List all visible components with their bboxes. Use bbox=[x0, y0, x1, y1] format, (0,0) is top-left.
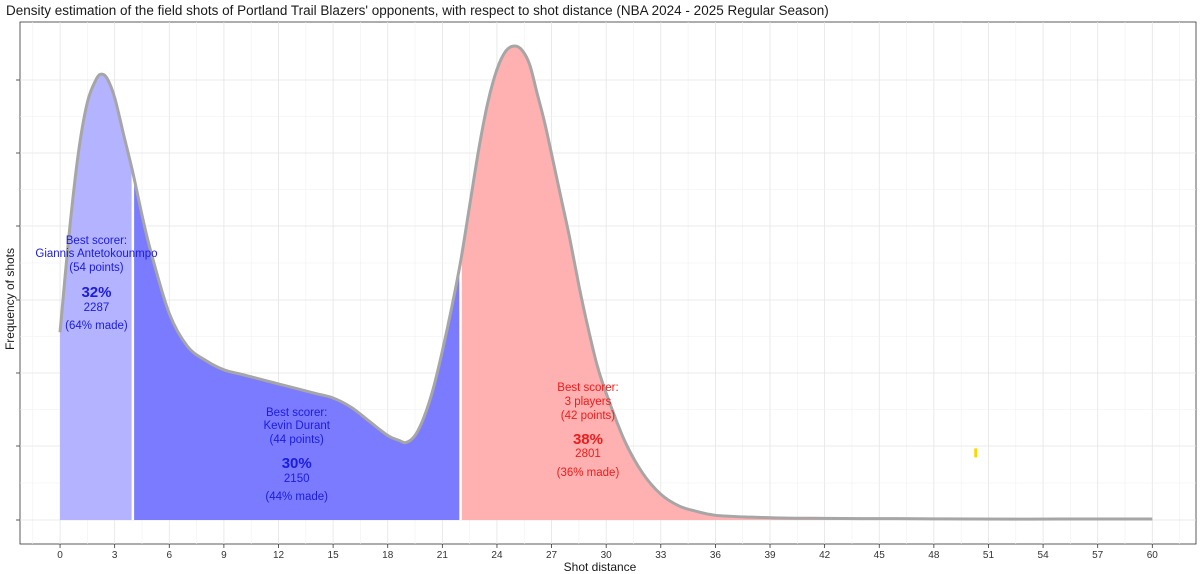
x-tick-label: 33 bbox=[655, 550, 667, 561]
zone-label-player: 3 players bbox=[565, 396, 612, 408]
zone-label-count: 2801 bbox=[575, 448, 601, 460]
zone-label-made: (36% made) bbox=[557, 467, 620, 479]
x-tick-label: 27 bbox=[546, 550, 558, 561]
x-tick-label: 12 bbox=[273, 550, 285, 561]
zone-label-player: Kevin Durant bbox=[263, 420, 330, 432]
x-tick-label: 45 bbox=[874, 550, 886, 561]
x-tick-label: 54 bbox=[1038, 550, 1050, 561]
zone-label-count: 2150 bbox=[284, 473, 310, 485]
x-tick-label: 21 bbox=[437, 550, 449, 561]
x-tick-label: 24 bbox=[491, 550, 503, 561]
x-tick-label: 30 bbox=[601, 550, 613, 561]
density-areas bbox=[60, 46, 1153, 520]
x-tick-label: 42 bbox=[819, 550, 831, 561]
zone-label-player: Giannis Antetokounmpo bbox=[35, 248, 157, 260]
zone-label-made: (44% made) bbox=[265, 491, 328, 503]
x-tick-label: 0 bbox=[57, 550, 63, 561]
zone-label-points: (44 points) bbox=[270, 434, 325, 446]
y-axis-label: Frequency of shots bbox=[3, 247, 17, 351]
x-tick-label: 6 bbox=[166, 550, 172, 561]
x-tick-label: 51 bbox=[983, 550, 995, 561]
zone-label-percent: 32% bbox=[81, 284, 111, 301]
x-tick-label: 18 bbox=[382, 550, 394, 561]
x-tick-label: 60 bbox=[1147, 550, 1159, 561]
zone-label-heading: Best scorer: bbox=[266, 407, 327, 419]
yellow-marker bbox=[974, 448, 978, 458]
density-area-zone-1 bbox=[60, 74, 133, 520]
zone-label-made: (64% made) bbox=[65, 320, 128, 332]
density-area-zone-3 bbox=[460, 46, 1153, 520]
zone-dividers bbox=[131, 172, 462, 520]
x-tick-label: 3 bbox=[112, 550, 118, 561]
x-tick-label: 15 bbox=[328, 550, 340, 561]
density-area-zone-2 bbox=[132, 172, 461, 520]
x-tick-label: 39 bbox=[764, 550, 776, 561]
zone-label-count: 2287 bbox=[84, 302, 110, 314]
chart-title: Density estimation of the field shots of… bbox=[6, 3, 829, 18]
x-axis-ticks: 0 3 6 9 12 15 18 21 24 27 30 33 36 39 42 45 48 51 54 57 60 bbox=[57, 544, 1158, 561]
zone-label-percent: 30% bbox=[282, 455, 312, 472]
zone-label-percent: 38% bbox=[573, 431, 603, 448]
x-tick-label: 57 bbox=[1092, 550, 1104, 561]
y-axis-ticks bbox=[16, 79, 20, 521]
density-curve bbox=[58, 44, 1153, 521]
x-tick-label: 48 bbox=[928, 550, 940, 561]
zone-label-points: (42 points) bbox=[561, 410, 616, 422]
zone-label-points: (54 points) bbox=[69, 262, 124, 274]
zone-annotations: Best scorer:Giannis Antetokounmpo(54 poi… bbox=[35, 235, 619, 503]
zone-label-heading: Best scorer: bbox=[66, 235, 127, 247]
zone-label-heading: Best scorer: bbox=[557, 382, 618, 394]
x-tick-label: 9 bbox=[221, 550, 227, 561]
x-tick-label: 36 bbox=[710, 550, 722, 561]
x-axis-label: Shot distance bbox=[563, 560, 637, 574]
